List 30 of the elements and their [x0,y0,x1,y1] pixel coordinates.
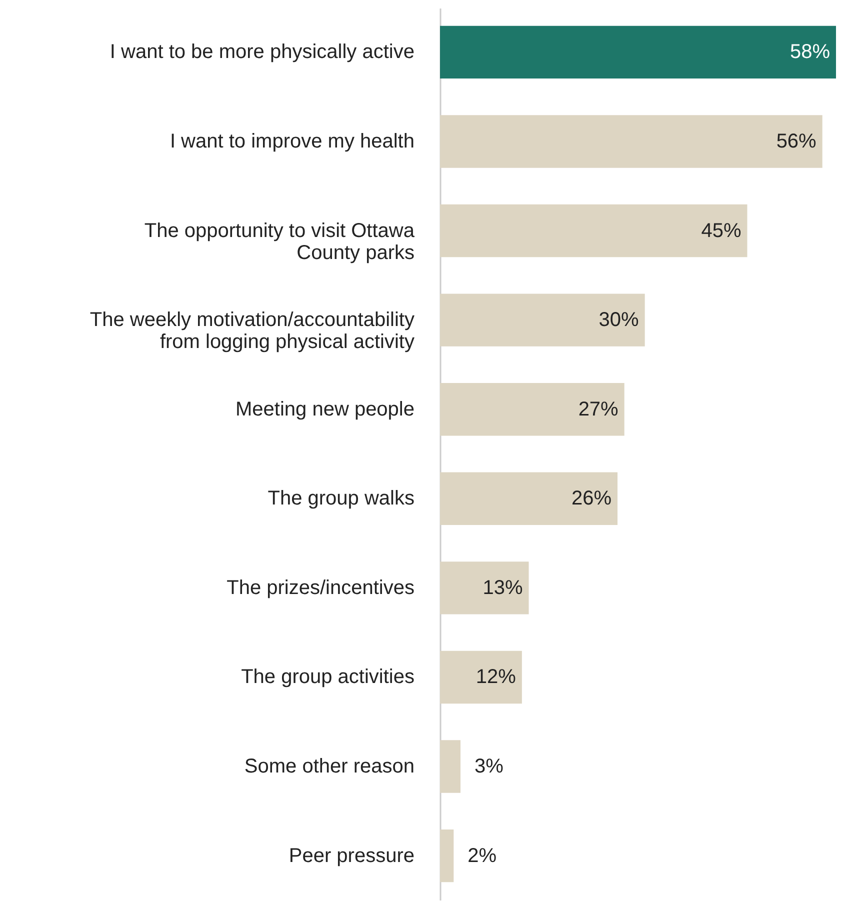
bar [440,26,836,79]
data-label: 3% [474,756,504,778]
bar [440,740,460,793]
y-tick-label: The group activities [241,666,414,688]
y-tick-label: I want to be more physically active [110,41,414,64]
y-tick-label: The group walks [268,488,414,510]
bar [440,115,822,168]
y-tick-label: The opportunity to visit Ottawa County parks [144,220,416,264]
data-label: 58% [790,41,830,64]
bar [440,472,618,525]
bar [440,383,624,436]
y-tick-label: The weekly motivation/accountability from logging physical activity [90,309,414,354]
y-tick-label: Meeting new people [235,398,414,420]
data-label: 27% [578,398,619,420]
data-label: 2% [468,844,497,867]
bar [440,650,522,704]
y-tick-label: Peer pressure [288,844,414,867]
data-label: 26% [571,488,612,510]
bar [440,294,645,346]
data-label: 13% [482,576,523,599]
data-label: 56% [776,130,817,152]
bar [440,829,454,882]
data-label: 30% [598,309,640,332]
y-tick-label: I want to improve my health [170,130,414,152]
data-label: 45% [701,220,742,242]
y-tick-label: The prizes/incentives [226,576,414,599]
bar [440,562,529,614]
bar [440,204,748,258]
data-label: 12% [476,666,516,688]
y-tick-label: Some other reason [244,756,414,778]
